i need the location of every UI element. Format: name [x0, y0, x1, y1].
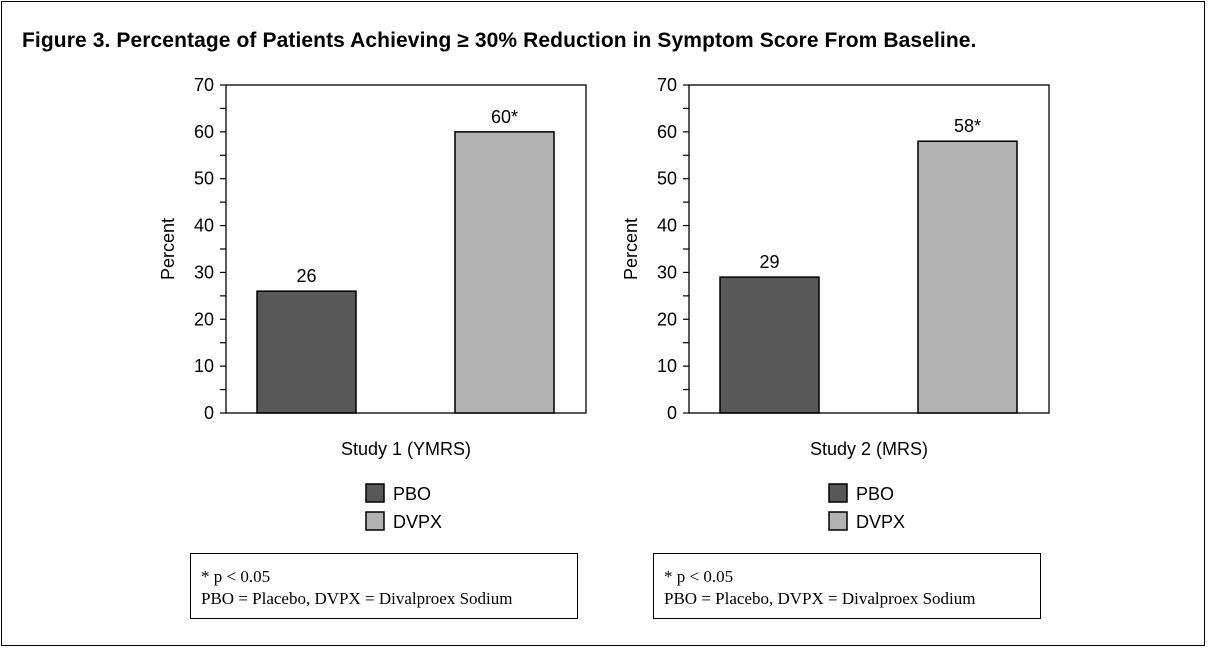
y-tick-label: 70 — [657, 75, 677, 95]
y-tick-label: 60 — [194, 122, 214, 142]
footnote-abbreviations: PBO = Placebo, DVPX = Divalproex Sodium — [201, 589, 513, 608]
bar-dvpx — [454, 131, 555, 414]
legend-swatch-pbo — [828, 483, 848, 503]
footnote-box-study-1: * p < 0.05 PBO = Placebo, DVPX = Divalpr… — [190, 553, 578, 619]
legend-label: PBO — [856, 484, 894, 504]
y-tick-label: 50 — [194, 169, 214, 189]
figure-title: Figure 3. Percentage of Patients Achievi… — [22, 29, 977, 52]
bar-value-label: 26 — [296, 266, 316, 286]
y-tick-label: 50 — [657, 169, 677, 189]
bar-pbo — [719, 276, 820, 414]
y-tick-label: 10 — [657, 356, 677, 376]
y-tick-label: 10 — [194, 356, 214, 376]
y-tick-label: 0 — [667, 403, 677, 423]
bar-pbo — [256, 290, 357, 414]
y-tick-label: 30 — [194, 262, 214, 282]
y-tick-label: 20 — [194, 309, 214, 329]
y-tick-label: 70 — [194, 75, 214, 95]
y-tick-label: 30 — [657, 262, 677, 282]
footnote-box-study-2: * p < 0.05 PBO = Placebo, DVPX = Divalpr… — [653, 553, 1041, 619]
y-tick-label: 40 — [194, 216, 214, 236]
bar-value-label: 29 — [759, 252, 779, 272]
bar-dvpx — [917, 140, 1018, 414]
bar-value-label: 58* — [954, 116, 981, 136]
footnote-significance: * p < 0.05 — [664, 567, 734, 586]
x-axis-title: Study 1 (YMRS) — [341, 439, 471, 459]
legend-label: DVPX — [856, 512, 905, 532]
y-tick-label: 0 — [204, 403, 214, 423]
footnote-abbreviations: PBO = Placebo, DVPX = Divalproex Sodium — [664, 589, 976, 608]
legend-label: DVPX — [393, 512, 442, 532]
y-tick-label: 60 — [657, 122, 677, 142]
y-axis-title: Percent — [158, 218, 178, 280]
footnote-significance: * p < 0.05 — [201, 567, 271, 586]
bar-value-label: 60* — [491, 107, 518, 127]
legend-swatch-dvpx — [828, 511, 848, 531]
legend-swatch-pbo — [365, 483, 385, 503]
y-tick-label: 20 — [657, 309, 677, 329]
legend-swatch-dvpx — [365, 511, 385, 531]
x-axis-title: Study 2 (MRS) — [810, 439, 928, 459]
y-tick-label: 40 — [657, 216, 677, 236]
y-axis-title: Percent — [621, 218, 641, 280]
legend-label: PBO — [393, 484, 431, 504]
